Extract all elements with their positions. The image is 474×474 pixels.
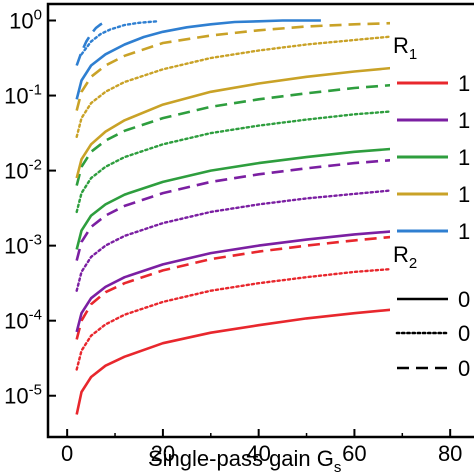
y-tick-label: 10-1: [4, 82, 42, 109]
series-line-4: [75, 229, 403, 333]
legend-r1-title: R1: [393, 33, 417, 63]
y-tick-base: 10: [4, 309, 28, 334]
y-tick-exponent: -2: [29, 157, 42, 174]
y-tick-base: 10: [4, 384, 28, 409]
legend-entries: 1 1 1 1 1 0 0 0: [395, 71, 470, 381]
y-tick-exponent: 0: [34, 7, 42, 24]
series-line-12: [75, 21, 403, 111]
legend-r2-label: 0: [458, 356, 470, 381]
series-line-11: [75, 34, 404, 139]
y-tick-exponent: -1: [29, 82, 42, 99]
series-line-13: [75, 19, 321, 100]
series-layer: [75, 19, 404, 415]
y-tick-base: 10: [4, 159, 28, 184]
x-axis: 0 20 40 60 80: [61, 429, 462, 466]
legend-r1-label: 1: [458, 182, 470, 207]
legend-r1-label: 1: [458, 145, 470, 170]
x-axis-title-subscript: s: [334, 459, 342, 474]
series-line-3: [75, 234, 403, 340]
y-tick-label: 100: [9, 7, 42, 34]
x-tick-label: 60: [342, 441, 366, 466]
series-line-8: [75, 109, 404, 214]
legend-r2-label: 0: [458, 321, 470, 346]
legend-r1-label: 1: [458, 219, 470, 244]
x-tick-label: 20: [151, 441, 175, 466]
x-axis-title: Single-pass gain Gs: [148, 446, 341, 474]
legend-r2-title: R2: [393, 242, 417, 272]
legend-r1-title-subscript: 1: [409, 46, 417, 63]
legend-r1-label: 1: [458, 108, 470, 133]
series-line-10: [75, 65, 403, 179]
y-tick-label: 10-2: [4, 157, 42, 184]
legend-r1-label: 1: [458, 71, 470, 96]
series-line-15: [75, 20, 107, 66]
series-line-14: [80, 20, 160, 56]
plot-frame: [46, 2, 474, 439]
x-tick-label: 80: [438, 441, 462, 466]
y-tick-label: 10-5: [4, 382, 42, 409]
series-line-6: [75, 158, 403, 261]
legend-r1-title-main: R: [393, 33, 409, 58]
x-tick-label: 0: [61, 441, 73, 466]
x-axis-title-main: Single-pass gain G: [148, 446, 334, 471]
y-tick-label: 10-4: [4, 307, 42, 334]
y-tick-base: 10: [4, 84, 28, 109]
series-line-9: [75, 83, 403, 186]
legend-background: [390, 20, 474, 380]
series-line-2: [75, 267, 404, 371]
legend-r2-title-subscript: 2: [409, 255, 417, 272]
y-tick-exponent: -4: [29, 307, 42, 324]
y-tick-base: 10: [4, 234, 28, 259]
y-tick-base: 10: [9, 9, 33, 34]
legend-r2-label: 0: [458, 287, 470, 312]
series-line-1: [75, 307, 403, 415]
y-tick-exponent: -5: [29, 382, 42, 399]
series-line-5: [75, 188, 404, 292]
legend-r2-title-main: R: [393, 242, 409, 267]
y-tick-exponent: -3: [29, 232, 42, 249]
series-line-7: [75, 146, 403, 250]
x-tick-label: 40: [246, 441, 270, 466]
y-tick-label: 10-3: [4, 232, 42, 259]
